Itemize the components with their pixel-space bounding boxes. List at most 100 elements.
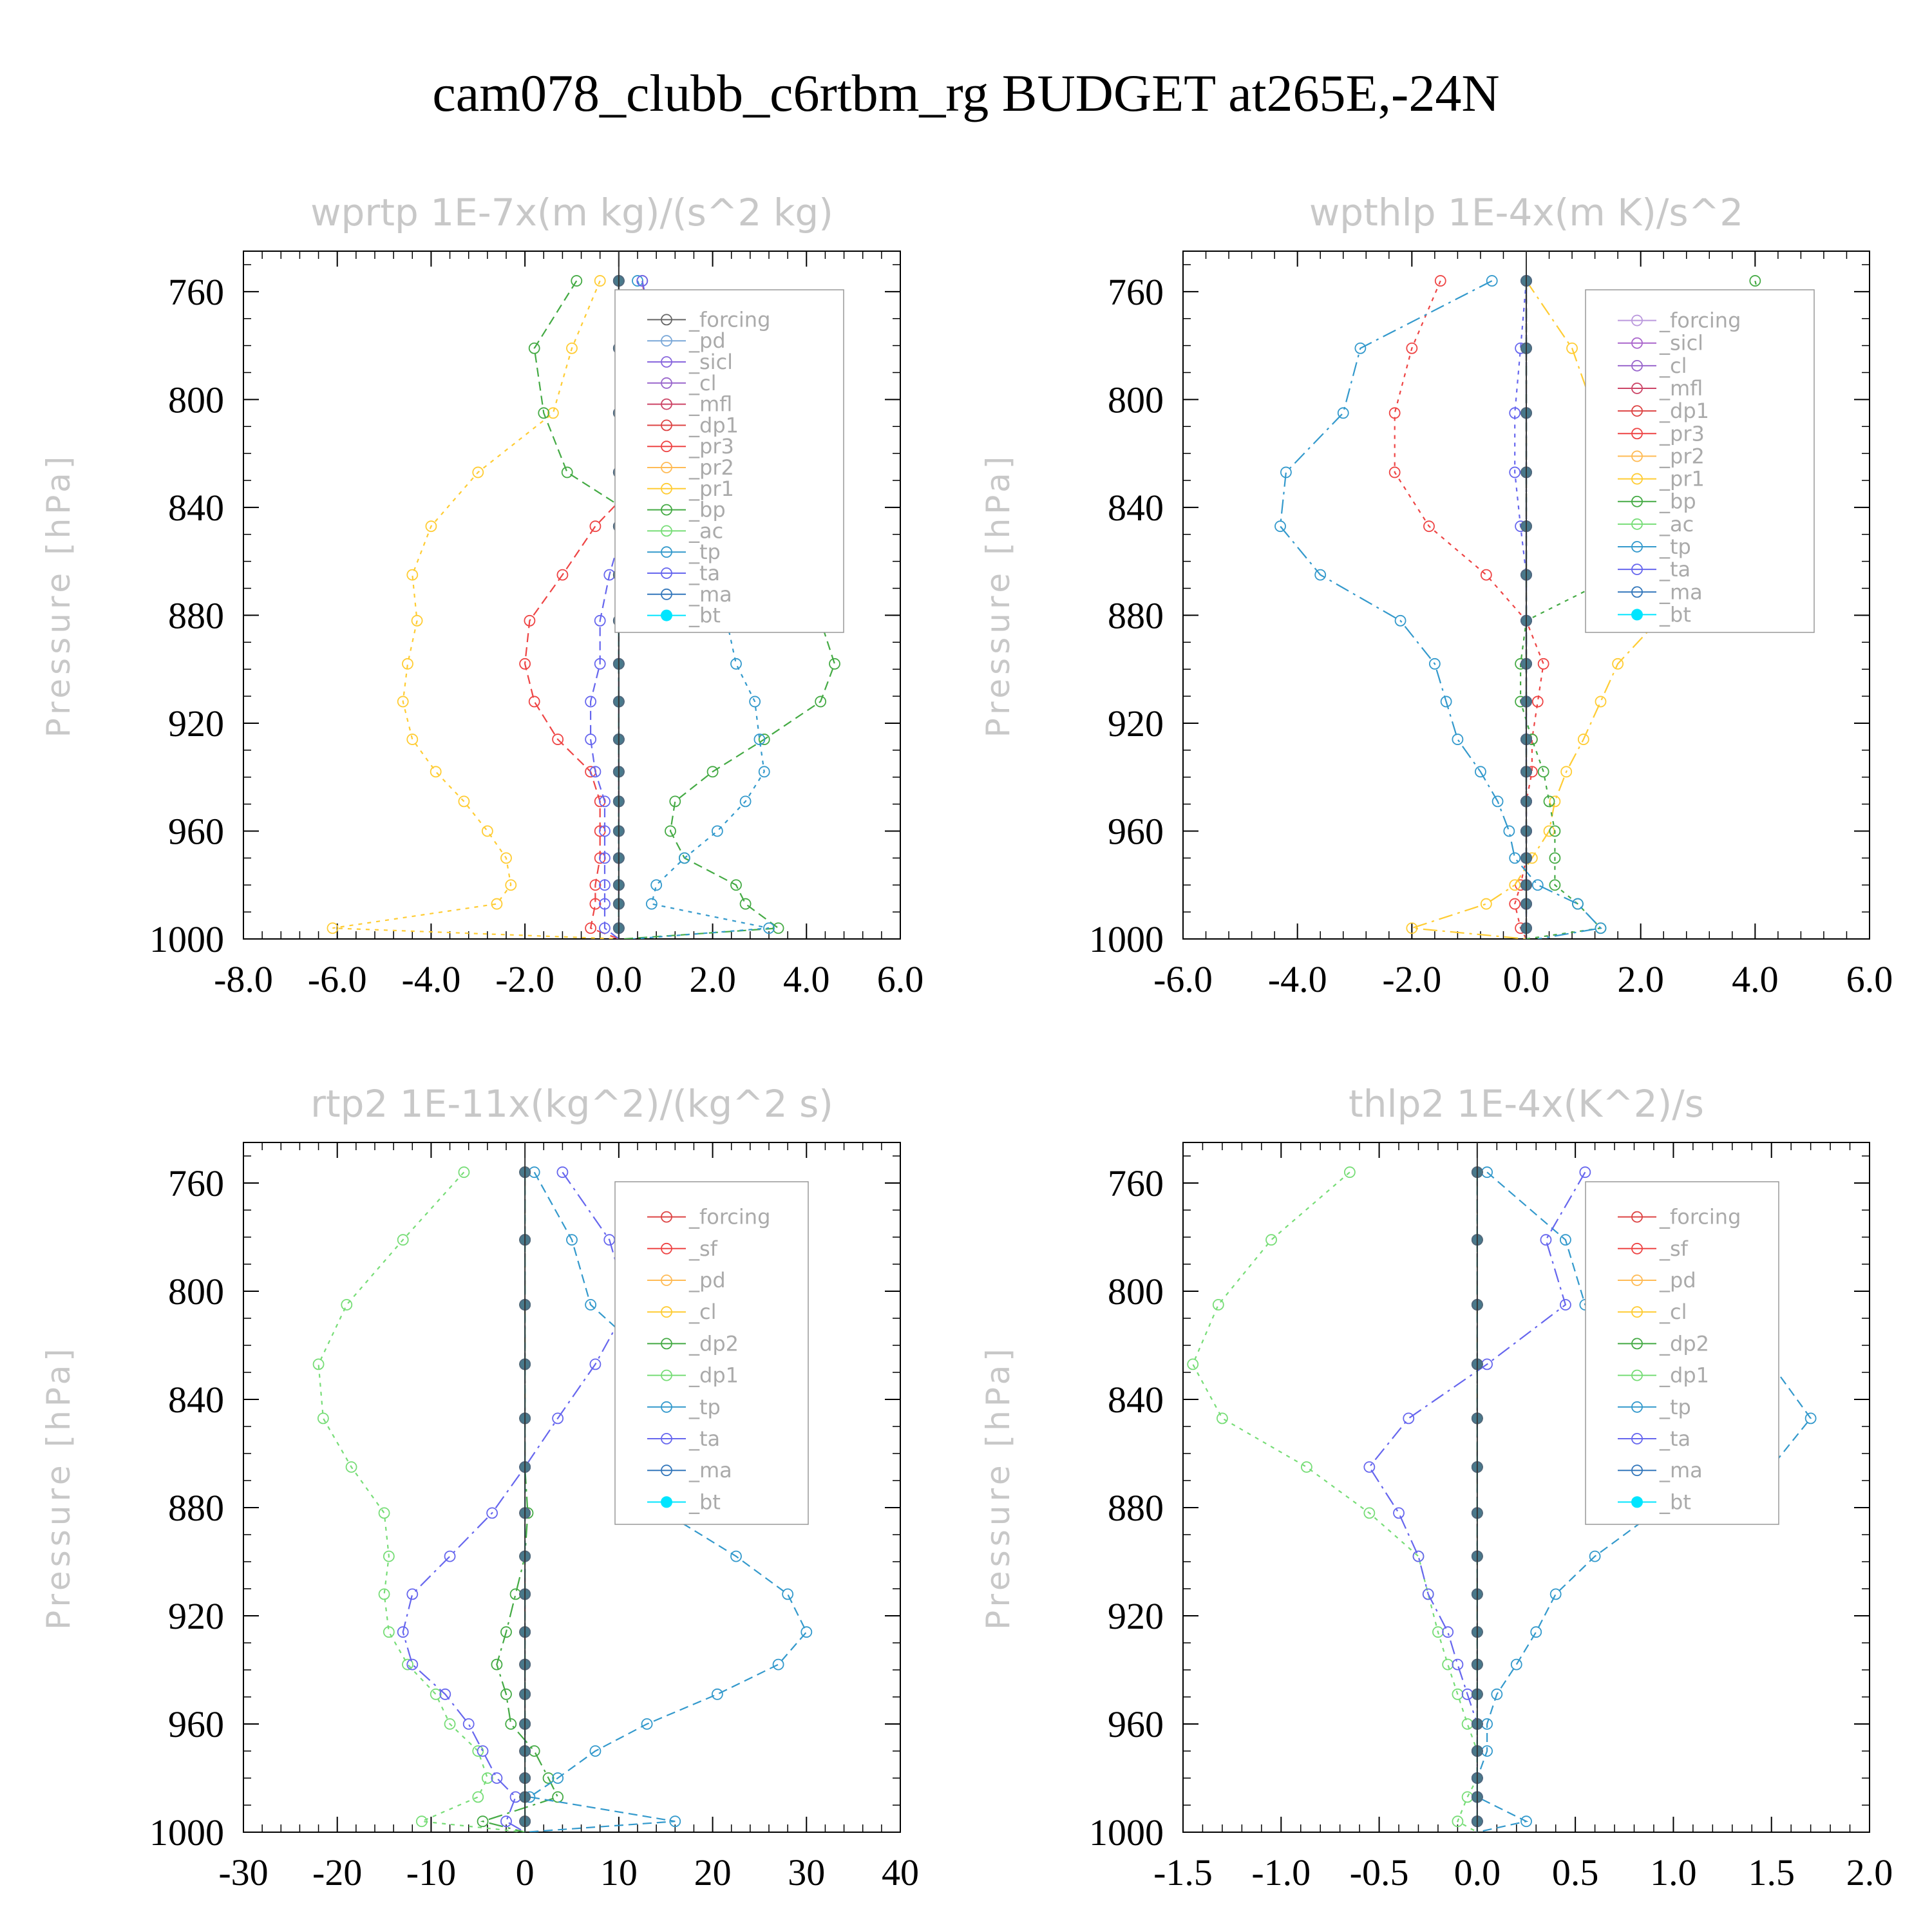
legend-box — [614, 1181, 809, 1525]
data-point — [1549, 795, 1561, 808]
data-point — [758, 766, 770, 778]
legend-label: _ta — [1659, 557, 1690, 582]
x-tick-label: 10 — [600, 1852, 638, 1893]
data-point — [406, 569, 419, 581]
plot-area — [1274, 251, 1795, 939]
legend-label: _forcing — [688, 307, 770, 332]
data-point — [519, 658, 531, 670]
x-tick-label: 0.0 — [1454, 1852, 1501, 1893]
x-tick-label: -0.5 — [1350, 1852, 1409, 1893]
legend-marker — [661, 504, 672, 516]
legend-label: _bt — [1659, 602, 1691, 627]
legend-label: _ma — [688, 582, 732, 607]
data-point — [753, 734, 766, 745]
data-point — [599, 922, 611, 934]
data-point — [730, 879, 742, 891]
data-point — [1187, 1358, 1199, 1370]
legend-marker — [661, 356, 672, 368]
data-point — [1749, 275, 1761, 287]
legend-label: _ma — [688, 1458, 732, 1482]
legend-label: _ma — [1659, 580, 1703, 604]
data-point — [458, 1166, 470, 1179]
legend-label: _pr3 — [688, 434, 734, 459]
legend-label: _dp1 — [1659, 1363, 1709, 1388]
data-point — [585, 734, 597, 745]
data-point — [585, 922, 597, 934]
legend-marker — [661, 377, 672, 389]
data-point — [481, 825, 493, 837]
data-point — [1595, 696, 1607, 708]
data-point — [538, 407, 550, 419]
legend-label: _dp1 — [1659, 399, 1709, 423]
y-tick-label: 880 — [1108, 1487, 1164, 1529]
data-point — [444, 1718, 456, 1730]
legend-label: _sf — [688, 1236, 718, 1261]
data-point — [1480, 569, 1492, 581]
legend-marker — [661, 567, 672, 579]
series-line-dp1 — [317, 1171, 526, 1832]
y-tick-label: 920 — [1108, 703, 1164, 744]
data-point — [1560, 1234, 1571, 1246]
legend-marker — [1631, 428, 1643, 440]
data-point — [730, 658, 742, 670]
data-point — [1509, 879, 1521, 891]
data-point — [1337, 407, 1349, 419]
data-point — [1520, 1815, 1532, 1828]
plot-area — [312, 1142, 813, 1832]
data-point — [800, 1626, 813, 1638]
legend-marker — [1631, 518, 1643, 530]
data-point — [829, 658, 840, 670]
y-tick-label: 960 — [1108, 810, 1164, 852]
legend-marker — [661, 1464, 672, 1477]
legend-label: _ta — [688, 1426, 720, 1451]
x-tick-label: 2.0 — [1617, 958, 1664, 1000]
x-tick-label: 2.0 — [689, 958, 736, 1000]
data-point — [486, 1507, 498, 1519]
legend-label: _pr2 — [1659, 444, 1705, 468]
y-tick-label: 920 — [168, 1595, 224, 1637]
legend-label: _pr1 — [1659, 467, 1705, 491]
data-point — [425, 520, 437, 533]
data-point — [1560, 1299, 1571, 1311]
data-point — [645, 898, 658, 910]
data-point — [1314, 569, 1327, 581]
y-axis-label: Pressure [hPa] — [980, 1345, 1017, 1630]
panel-4: thlp2 1E-4x(K^2)/s Pressure [hPa] -1.5 -1.0… — [980, 1082, 1893, 1893]
data-point — [528, 342, 540, 354]
legend-label: _mfl — [688, 392, 732, 417]
data-point — [711, 1688, 723, 1700]
data-point — [1388, 407, 1401, 419]
legend-label: _bt — [688, 603, 721, 628]
data-point — [589, 1745, 601, 1757]
legend-marker — [661, 1433, 672, 1444]
legend-label: _cl — [688, 371, 716, 395]
y-tick-label: 760 — [168, 271, 224, 313]
legend-label: _cl — [1659, 1300, 1687, 1324]
x-tick-label: -20 — [312, 1852, 362, 1893]
legend-label: _tp — [688, 1395, 721, 1419]
data-point — [462, 1718, 475, 1730]
x-tick-label: 0.0 — [1503, 958, 1550, 1000]
legend: _forcing_pd_sicl_cl_mfl_dp1_pr3_pr2_pr1_… — [614, 289, 844, 633]
legend-marker — [661, 546, 672, 558]
legend-marker — [1631, 541, 1643, 553]
data-point — [772, 1658, 784, 1671]
data-point — [1549, 879, 1561, 891]
data-point — [1560, 766, 1573, 778]
data-point — [1265, 1234, 1277, 1246]
y-tick-label: 960 — [168, 810, 224, 852]
data-point — [472, 1791, 484, 1803]
x-tick-label: 6.0 — [1846, 958, 1893, 1000]
series-line-tp — [632, 280, 770, 939]
data-point — [1491, 1688, 1503, 1700]
data-point — [439, 1688, 451, 1700]
data-point — [589, 520, 601, 533]
y-axis-label: Pressure [hPa] — [980, 453, 1017, 738]
legend-label: _bp — [1659, 489, 1696, 514]
data-point — [1531, 696, 1544, 708]
data-point — [402, 1658, 413, 1671]
data-point — [1566, 342, 1578, 354]
legend-marker — [661, 1242, 672, 1255]
data-point — [589, 1358, 601, 1370]
legend-label: _tp — [688, 540, 721, 564]
